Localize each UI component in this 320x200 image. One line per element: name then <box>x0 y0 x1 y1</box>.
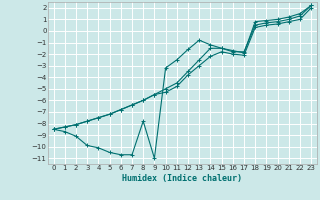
X-axis label: Humidex (Indice chaleur): Humidex (Indice chaleur) <box>123 174 243 183</box>
